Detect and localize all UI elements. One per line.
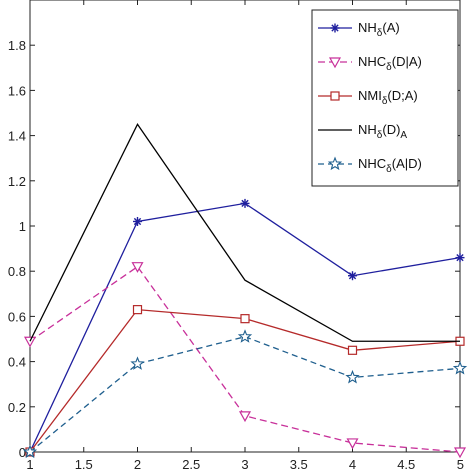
y-tick-label: 1 (19, 219, 26, 234)
x-tick-label: 4.5 (397, 457, 415, 472)
y-tick-label: 0.8 (8, 264, 26, 279)
y-tick-label: 0.4 (8, 355, 26, 370)
data-point (133, 216, 142, 226)
x-tick-label: 3.5 (290, 457, 308, 472)
legend: NHδ(A) NHCδ(D|A) NMIδ(D;A) NHδ(D)A NHCδ(A|D) (311, 9, 459, 187)
data-point (132, 305, 143, 315)
legend-label: NMIδ(D;A) (358, 88, 418, 107)
data-point (240, 314, 250, 324)
x-tick-label: 1.5 (75, 457, 93, 472)
y-tick-label: 1.6 (8, 83, 26, 98)
x-tick-label: 1 (26, 457, 33, 472)
x-tick-label: 2.5 (182, 457, 200, 472)
legend-marker (328, 57, 342, 69)
legend-marker (327, 156, 343, 171)
data-point (348, 271, 357, 281)
legend-item: NHδ(A) (318, 20, 400, 39)
legend-label: NHδ(A) (358, 20, 400, 39)
data-point (347, 345, 358, 355)
series-line-nh_d_a (29, 123, 460, 342)
data-point (240, 198, 250, 208)
legend-item: NHCδ(D|A) (318, 54, 422, 73)
x-tick-label: 2 (134, 457, 141, 472)
series-nhc_ad (22, 329, 468, 459)
data-point (452, 360, 468, 375)
data-point (23, 336, 37, 348)
x-tick-label: 5 (457, 457, 464, 472)
y-tick-label: 1.4 (8, 129, 26, 144)
x-tick-label: 4 (349, 457, 356, 472)
legend-marker (330, 91, 340, 101)
y-axis: 0 0.2 0.4 0.6 0.8 1 1.2 1.4 1.6 1.8 (8, 38, 460, 460)
data-point (22, 444, 38, 459)
y-tick-label: 0 (19, 445, 26, 460)
series-layer (22, 123, 468, 459)
y-tick-label: 0.6 (8, 309, 26, 324)
legend-item: NHCδ(A|D) (318, 156, 422, 175)
legend-item: NHδ(D)A (318, 122, 407, 141)
legend-label: NHδ(D)A (358, 122, 407, 141)
legend-marker (330, 23, 340, 33)
data-point (238, 411, 252, 423)
x-tick-label: 3 (241, 457, 248, 472)
y-tick-label: 1.8 (8, 38, 26, 53)
data-point (346, 438, 359, 450)
data-point (453, 447, 467, 459)
data-point (130, 356, 145, 370)
series-nhc_da (23, 262, 467, 459)
y-tick-label: 0.2 (8, 400, 26, 415)
series-line-nhc_ad (29, 336, 461, 453)
data-point (237, 329, 253, 343)
data-point (345, 369, 360, 384)
series-nh_d_a (29, 123, 460, 342)
legend-item: NMIδ(D;A) (318, 88, 418, 107)
data-point (455, 253, 465, 263)
legend-label: NHCδ(A|D) (358, 156, 422, 175)
legend-label: NHCδ(D|A) (358, 54, 422, 73)
data-point (131, 262, 144, 273)
y-tick-label: 1.2 (8, 174, 26, 189)
